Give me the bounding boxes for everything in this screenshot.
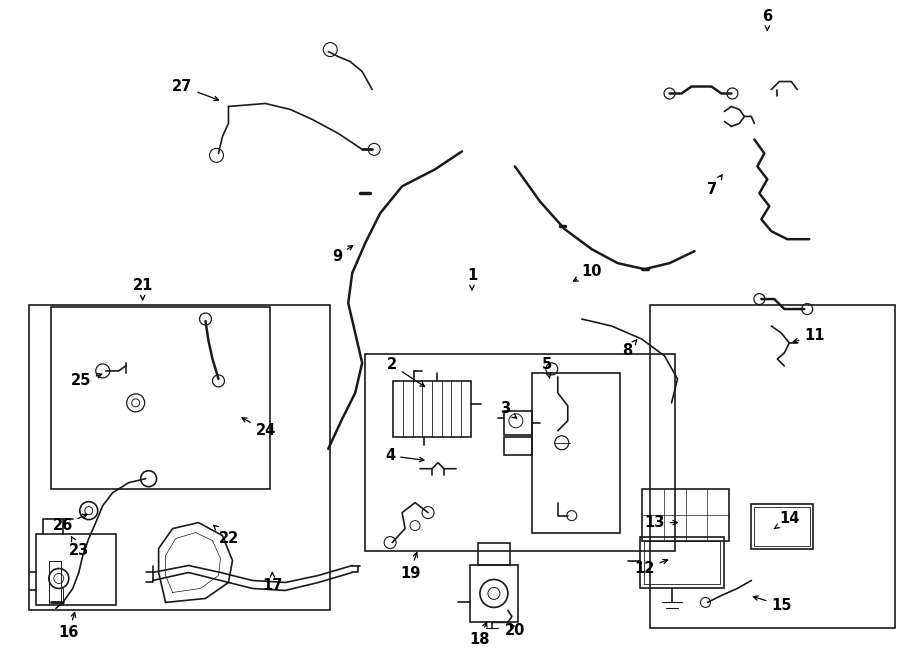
Bar <box>532 373 619 533</box>
Text: 8: 8 <box>622 340 637 358</box>
Text: 15: 15 <box>753 596 792 613</box>
Text: 2: 2 <box>387 358 425 387</box>
Text: 19: 19 <box>400 553 420 580</box>
Text: 14: 14 <box>774 511 800 529</box>
Text: 23: 23 <box>68 537 89 558</box>
Bar <box>393 381 471 437</box>
Text: 9: 9 <box>332 245 353 264</box>
Bar <box>752 504 814 549</box>
Text: 5: 5 <box>542 358 552 378</box>
Bar <box>36 533 116 605</box>
Text: 24: 24 <box>242 418 275 438</box>
Text: 22: 22 <box>213 525 238 546</box>
Bar <box>642 488 729 541</box>
Bar <box>650 305 896 629</box>
Bar <box>504 437 532 455</box>
Text: 11: 11 <box>793 329 824 344</box>
Text: 25: 25 <box>70 373 102 389</box>
Text: 7: 7 <box>707 175 722 197</box>
Bar <box>640 537 724 588</box>
Text: 17: 17 <box>262 572 283 594</box>
Text: 16: 16 <box>58 613 79 641</box>
Text: 21: 21 <box>132 278 153 299</box>
Text: 3: 3 <box>500 401 517 418</box>
Text: 12: 12 <box>634 559 668 576</box>
Text: 26: 26 <box>52 514 87 533</box>
Bar <box>470 564 518 623</box>
Text: 13: 13 <box>644 515 678 530</box>
Text: 18: 18 <box>470 622 490 647</box>
Text: 4: 4 <box>385 448 424 463</box>
Bar <box>478 543 510 564</box>
Text: 1: 1 <box>467 268 477 290</box>
Bar <box>50 307 270 488</box>
Bar <box>365 354 674 551</box>
Text: 27: 27 <box>172 79 219 100</box>
Text: 6: 6 <box>762 9 772 30</box>
Bar <box>644 541 720 584</box>
Text: 10: 10 <box>573 264 602 281</box>
Bar <box>504 411 532 435</box>
Text: 20: 20 <box>505 623 525 638</box>
Bar <box>29 305 330 610</box>
Bar <box>754 506 810 545</box>
